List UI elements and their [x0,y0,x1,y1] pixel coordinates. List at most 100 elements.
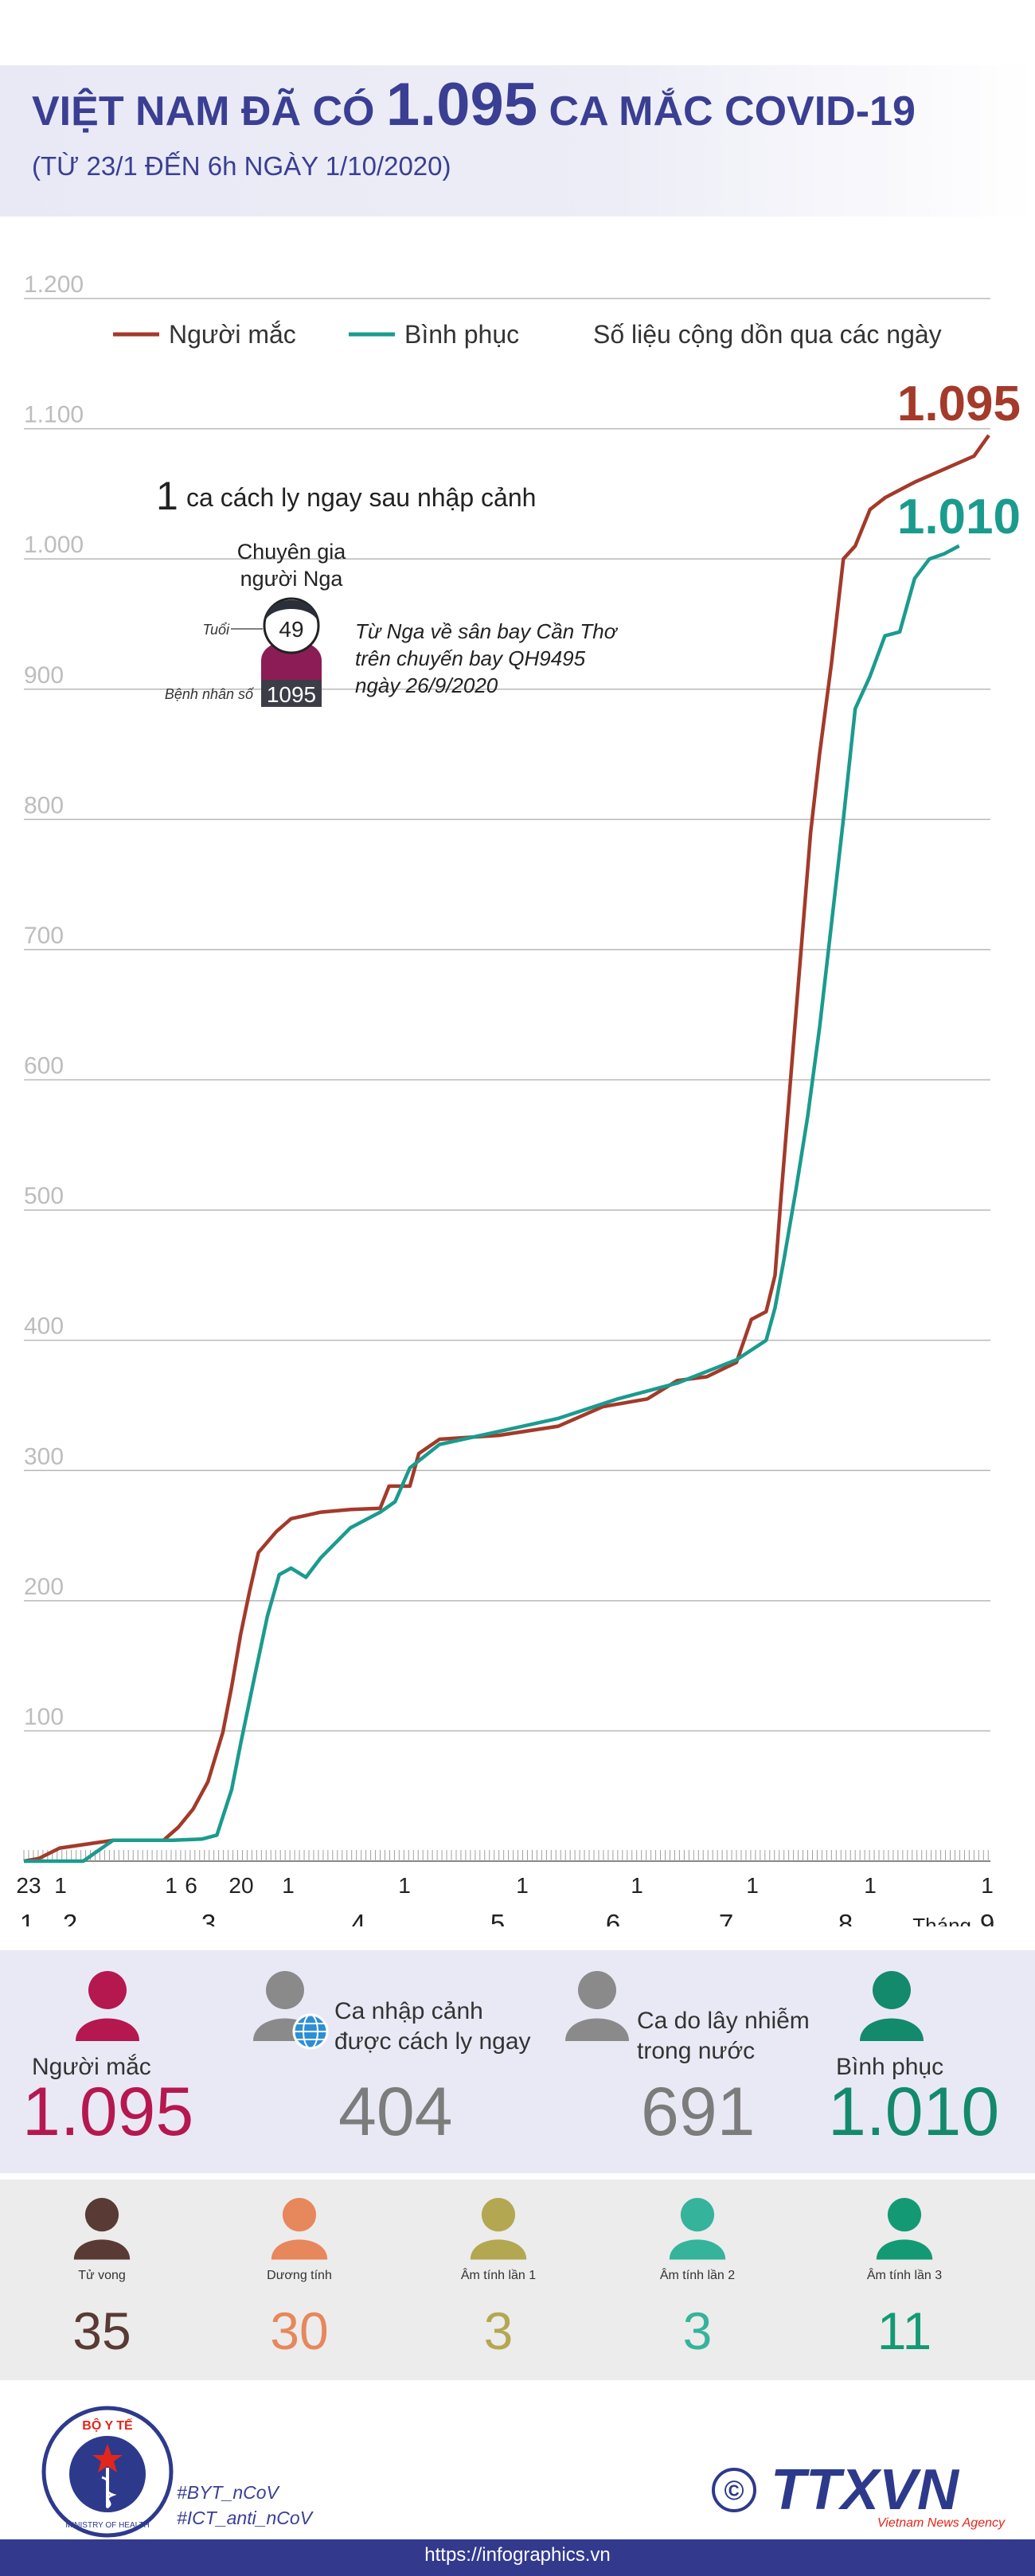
person-icon [852,1965,931,2048]
end-label-infected: 1.095 [897,377,1021,431]
x-month-tick-label: 6 [606,1909,620,1926]
x-day-tick-label: 1 [54,1873,67,1898]
ttxvn-logo: © TTXVN Vietnam News Agency [712,2460,1006,2530]
person-icon [557,1965,637,2048]
stat-value: 404 [338,2074,453,2150]
x-day-tick-label: 1 [282,1873,295,1898]
stat-value: 1.095 [22,2074,194,2150]
stat-label: Âm tính lần 3 [866,2269,943,2282]
y-tick-label: 1.200 [24,271,84,298]
y-tick-label: 1.100 [24,402,84,428]
page-title: VIỆT NAM ĐÃ CÓ 1.095 CA MẮC COVID-19 [32,71,916,139]
series-line-infected [23,434,990,1864]
x-day-tick-label: 23 [16,1873,41,1898]
detail-stats-panel [0,2180,1035,2380]
copyright-mark: © [724,2476,744,2506]
annotation-text: ca cách ly ngay sau nhập cảnh [186,483,536,512]
new-case-annotation: 1 ca cách ly ngay sau nhập cảnh Chuyên g… [156,474,619,707]
y-tick-label: 800 [24,792,64,818]
y-tick-label: 300 [24,1443,64,1469]
x-month-tick-label: 1 [20,1909,34,1926]
annotation-count: 1 [156,474,178,518]
ministry-top-text: BỘ Y TẾ [82,2418,133,2433]
page-subtitle: (TỪ 23/1 ĐẾN 6h NGÀY 1/10/2020) [32,151,451,181]
x-month-tick-label: 5 [490,1909,505,1926]
header-band [0,65,1035,217]
annotation-note-line2: trên chuyến bay QH9495 [355,646,586,670]
globe-icon [292,2013,329,2050]
x-month-tick-label: 4 [351,1909,365,1926]
legend-infected-label: Người mắc [169,320,296,349]
hashtag-1: #BYT_nCoV [177,2482,279,2503]
stat-label: Người mắc [32,2054,151,2080]
stat-label: Ca nhập cảnh được cách ly ngay [334,1998,531,2055]
x-day-tick-label: 1 [398,1873,411,1898]
x-day-tick-label: 1 [981,1873,994,1898]
patient-label: Bệnh nhân số [165,686,255,702]
stat-value: 691 [641,2074,756,2150]
annotation-who-line1: Chuyên gia [237,540,347,564]
ministry-bottom-text: MINISTRY OF HEALTH [65,2521,150,2530]
stat-label: Bình phục [836,2054,944,2080]
patient-avatar-icon [261,597,322,707]
x-month-tick-label: 8 [838,1909,853,1926]
title-number: 1.095 [385,71,538,139]
person-icon [869,2192,939,2266]
x-day-tick-label: 1 [165,1873,178,1898]
cases-line-chart: 1.200 1.100 1.000 900 800 700 600 500 400 300 200 1… [16,271,1021,1926]
legend-recovered-label: Bình phục [404,320,519,349]
stat-label: Âm tính lần 1 [460,2269,537,2282]
x-day-tick-label: 1 [631,1873,643,1898]
stat-value: 1.010 [828,2074,1000,2150]
x-day-tick-label: 20 [228,1873,253,1898]
annotation-who-line2: người Nga [240,567,344,591]
stat-value: 35 [72,2301,131,2360]
x-day-tick-label: 1 [746,1873,759,1898]
stat-value: 3 [483,2301,514,2360]
age-label: Tuổi [202,622,230,638]
footer-bar [0,2539,1035,2576]
y-tick-label: 1.000 [24,532,84,558]
x-day-tick-label: 6 [185,1873,197,1898]
y-tick-label: 200 [24,1574,64,1600]
patient-number: 1095 [267,682,316,707]
x-day-tick-label: 1 [864,1873,877,1898]
annotation-note-line3: ngày 26/9/2020 [355,673,498,697]
x-month-tick-label: 3 [201,1909,216,1926]
footer-url[interactable]: https://infographics.vn [424,2544,611,2566]
person-icon [68,1965,147,2048]
x-day-tick-label: 1 [516,1873,529,1898]
hashtags: #BYT_nCoV #ICT_anti_nCoV [177,2480,312,2531]
agency-subtitle: Vietnam News Agency [877,2516,1006,2530]
person-icon [463,2192,533,2266]
patient-age: 49 [279,617,303,642]
y-tick-label: 700 [24,923,64,949]
y-tick-label: 600 [24,1053,64,1079]
end-label-recovered: 1.010 [897,490,1021,544]
x-month-word: Tháng [912,1914,971,1926]
person-icon [662,2192,732,2266]
person-icon [67,2192,137,2266]
series-line-recovered [24,544,960,1864]
annotation-note-line1: Từ Nga về sân bay Cần Thơ [355,619,619,643]
agency-name: TTXVN [771,2460,960,2522]
stat-label: Tử vong [78,2269,126,2282]
person-icon [264,2192,334,2266]
x-month-tick-label: 2 [63,1909,77,1926]
y-tick-label: 900 [24,662,64,689]
stat-value: 3 [682,2301,713,2360]
stat-value: 11 [877,2301,932,2360]
legend-note: Số liệu cộng dồn qua các ngày [593,320,942,349]
x-month-tick-label: 7 [719,1909,733,1926]
stat-label: Âm tính lần 2 [659,2269,736,2282]
stat-label: Dương tính [267,2269,332,2282]
stat-label: Ca do lây nhiễm trong nước [637,2008,810,2064]
stat-value: 30 [270,2301,329,2360]
hashtag-2: #ICT_anti_nCoV [177,2508,313,2528]
y-tick-label: 500 [24,1183,64,1209]
y-tick-label: 100 [24,1704,64,1730]
x-month-tick-label: 9 [980,1909,994,1926]
main-stats-panel [0,1950,1035,2173]
ministry-of-health-logo: BỘ Y TẾ MINISTRY OF HEALTH [41,2406,174,2538]
y-tick-label: 400 [24,1313,64,1340]
